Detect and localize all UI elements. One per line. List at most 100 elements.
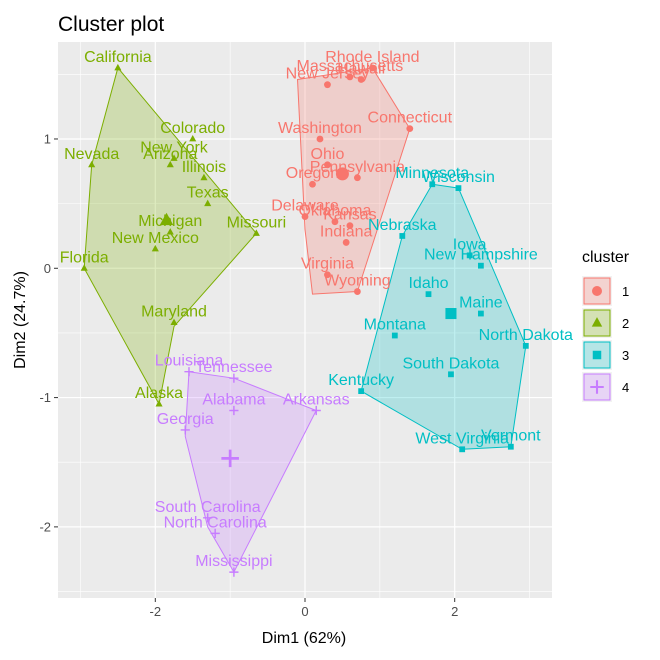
point-alabama: [229, 405, 239, 416]
point-arkansas: [311, 405, 321, 416]
point-label-florida: Florida: [60, 249, 109, 266]
point-label-california: California: [84, 49, 152, 66]
point-mississippi: [229, 567, 239, 577]
point-label-montana: Montana: [364, 317, 426, 334]
point-label-kansas: Kansas: [323, 207, 376, 224]
y-tick-label: 1: [44, 131, 51, 146]
legend-key-circle-icon: [592, 286, 602, 296]
point-label-south-carolina: South Carolina: [155, 499, 261, 516]
point-new-jersey: [324, 81, 331, 89]
point-label-illinois: Illinois: [182, 159, 226, 176]
point-new-hampshire: [478, 262, 484, 269]
point-kentucky: [358, 388, 365, 395]
point-label-nebraska: Nebraska: [368, 217, 437, 234]
point-florida: [80, 264, 88, 271]
point-label-nevada: Nevada: [64, 146, 119, 163]
point-colorado: [189, 134, 197, 142]
point-hawaii: [357, 76, 365, 83]
point-illinois: [200, 173, 208, 181]
point-label-oregon: Oregon: [286, 165, 339, 182]
point-pennsylvania: [353, 174, 361, 182]
point-label-alabama: Alabama: [202, 392, 265, 409]
cluster-2-center: [159, 212, 174, 226]
point-nevada: [88, 160, 96, 168]
x-tick-label: -2: [150, 604, 162, 619]
point-south-carolina: [203, 513, 213, 523]
point-label-hawaii: Hawaii: [337, 60, 385, 77]
legend-key-fill: [583, 277, 611, 305]
point-label-ohio: Ohio: [311, 146, 345, 163]
point-label-indiana: Indiana: [320, 223, 373, 240]
point-maine: [478, 310, 484, 317]
point-label-pennsylvania: Pennsylvania: [310, 159, 405, 176]
point-michigan: [166, 228, 174, 235]
legend-key-fill: [583, 341, 611, 369]
point-kansas: [346, 222, 354, 230]
point-label-rhode-island: Rhode Island: [325, 49, 419, 66]
point-maryland: [170, 318, 178, 326]
point-label-missouri: Missouri: [227, 214, 287, 231]
point-new-york: [170, 154, 178, 161]
legend-key-plus-icon: [590, 380, 604, 394]
point-label-new-jersey: New Jersey: [286, 66, 370, 83]
point-oklahoma: [331, 218, 339, 226]
point-new-mexico: [151, 244, 159, 252]
legend: cluster 1 2 3 4: [582, 249, 630, 402]
point-north-carolina: [210, 528, 220, 538]
point-label-wyoming: Wyoming: [324, 273, 391, 290]
cluster-3-center: [445, 308, 457, 320]
y-tick-label: -2: [39, 519, 51, 534]
point-label-colorado: Colorado: [160, 120, 225, 137]
y-axis-title: Dim2 (24.7%): [12, 271, 29, 369]
point-oregon: [309, 180, 316, 188]
point-indiana: [342, 239, 350, 246]
point-connecticut: [406, 125, 414, 133]
point-label-maryland: Maryland: [141, 304, 207, 321]
point-label-new-hampshire: New Hampshire: [424, 247, 538, 264]
point-tennessee: [229, 373, 239, 383]
point-rhode-island: [368, 64, 376, 72]
point-georgia: [180, 425, 190, 435]
point-label-tennessee: Tennessee: [195, 359, 272, 376]
data-points: [80, 63, 529, 577]
point-label-arizona: Arizona: [143, 146, 197, 163]
point-label-maine: Maine: [459, 295, 503, 312]
legend-key-triangle-icon: [591, 317, 603, 327]
point-virginia: [324, 271, 331, 279]
point-iowa: [466, 252, 473, 259]
point-label-washington: Washington: [278, 120, 362, 137]
point-label-iowa: Iowa: [453, 236, 487, 253]
point-wyoming: [353, 288, 361, 295]
legend-label-3: 3: [622, 348, 629, 363]
y-tick-label: -1: [39, 390, 51, 405]
cluster-4-center: [221, 449, 239, 468]
point-arizona: [166, 160, 174, 168]
point-label-new-mexico: New Mexico: [112, 230, 199, 247]
point-washington: [316, 135, 324, 143]
legend-label-4: 4: [622, 380, 629, 395]
point-nebraska: [399, 233, 406, 239]
point-label-alaska: Alaska: [135, 385, 183, 402]
point-label-louisiana: Louisiana: [155, 353, 224, 370]
point-label-massachusetts: Massachusetts: [297, 58, 404, 75]
point-label-arkansas: Arkansas: [283, 392, 350, 409]
point-label-michigan: Michigan: [138, 213, 202, 230]
point-louisiana: [184, 367, 194, 377]
point-south-dakota: [448, 371, 454, 378]
axes: -2 0 2 -2 -1 0 1: [39, 131, 458, 619]
legend-key-square-icon: [592, 350, 602, 360]
point-west-virginia: [459, 446, 466, 453]
x-tick-label: 2: [451, 604, 458, 619]
point-label-west-virginia: West Virginia: [415, 430, 509, 447]
x-axis-title: Dim1 (62%): [262, 630, 346, 647]
point-label-idaho: Idaho: [408, 275, 448, 292]
point-idaho: [425, 291, 432, 298]
point-label-wisconsin: Wisconsin: [422, 169, 495, 186]
chart-title: Cluster plot: [58, 13, 164, 36]
point-ohio: [324, 161, 331, 169]
point-wisconsin: [455, 185, 462, 192]
point-minnesota: [429, 181, 436, 188]
point-montana: [391, 332, 398, 339]
point-north-dakota: [522, 342, 529, 349]
